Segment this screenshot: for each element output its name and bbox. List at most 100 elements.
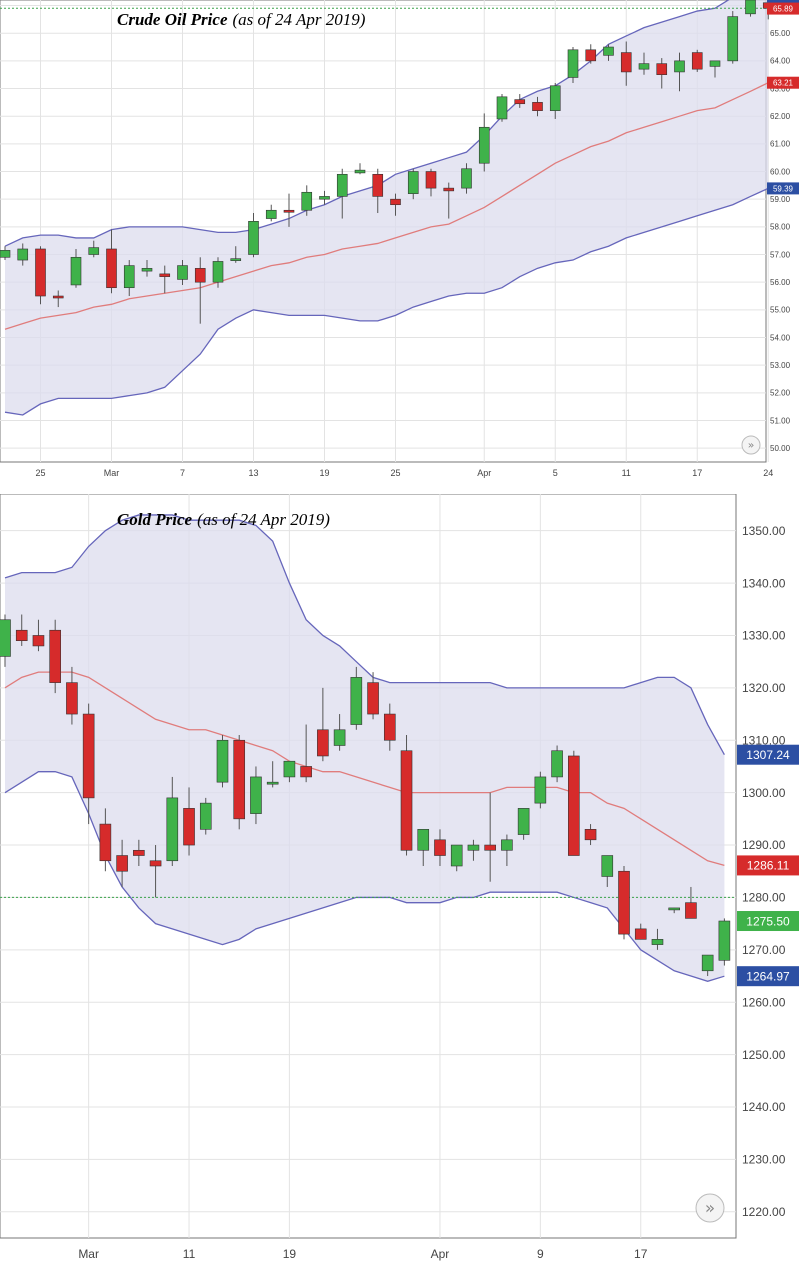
candle	[400, 735, 413, 856]
chart-title: Crude Oil Price (as of 24 Apr 2019)	[117, 10, 366, 29]
y-tick-label: 57.00	[770, 250, 791, 259]
candle-body	[549, 85, 561, 111]
candle-body	[651, 939, 664, 945]
price-tag-box	[737, 966, 799, 987]
candle-body	[501, 839, 513, 851]
candle-body	[372, 173, 384, 197]
candle-body	[123, 265, 135, 289]
y-tick-label: 1290.00	[742, 838, 786, 852]
candle-body	[15, 629, 28, 642]
x-axis: Mar 11 19 Apr 9 17	[78, 1247, 647, 1261]
price-tag: 63.21	[767, 76, 799, 89]
candle-body	[35, 248, 46, 297]
price-tag-label: 1275.50	[746, 914, 790, 928]
price-tag: 1264.97	[737, 966, 799, 987]
x-tick-label: 13	[248, 468, 258, 478]
candle	[283, 193, 295, 227]
candle	[620, 41, 632, 86]
candle-body	[350, 677, 363, 725]
candle	[123, 260, 135, 297]
candle	[718, 918, 731, 966]
candle-body	[450, 844, 463, 867]
gold-chart: Gold Price (as of 24 Apr 2019) 1220.00 123…	[0, 494, 799, 1261]
x-tick-label: 7	[180, 468, 185, 478]
candle-body	[400, 750, 413, 851]
y-tick-label: 1230.00	[742, 1153, 786, 1167]
y-tick-label: 1280.00	[742, 891, 786, 905]
candle	[177, 260, 188, 285]
scroll-right-button[interactable]: »	[741, 435, 761, 455]
scroll-right-button[interactable]: »	[695, 1193, 725, 1223]
candle-body	[230, 258, 242, 261]
candle-body	[425, 171, 437, 189]
candle	[585, 44, 597, 64]
candle-body	[336, 173, 348, 197]
candle	[372, 168, 384, 214]
price-tag-box	[737, 911, 799, 932]
candle-body	[383, 713, 396, 741]
candle-body	[333, 729, 346, 746]
candle	[283, 760, 296, 783]
chart-title-main: Crude Oil Price	[117, 10, 228, 29]
candle-body	[407, 171, 419, 194]
y-tick-label: 1220.00	[742, 1205, 786, 1219]
candle-body	[584, 829, 597, 841]
band-fill	[5, 514, 725, 982]
chart-title: Gold Price (as of 24 Apr 2019)	[117, 510, 330, 529]
candle-body	[183, 808, 195, 846]
candle-body	[551, 750, 563, 778]
candle	[166, 776, 179, 866]
price-tag: 1275.50	[737, 911, 799, 932]
y-tick-label: 1240.00	[742, 1100, 786, 1114]
candle	[0, 614, 11, 667]
candle-body	[478, 126, 490, 164]
y-tick-label: 54.00	[770, 333, 791, 342]
candle-body	[212, 261, 224, 283]
candle	[461, 163, 472, 194]
y-tick-label: 56.00	[770, 278, 791, 287]
gold-chart-panel: Gold Price (as of 24 Apr 2019) 1220.00 123…	[0, 494, 800, 1271]
candle-body	[620, 52, 632, 73]
candle	[674, 52, 685, 92]
upper-band-line	[4, 514, 725, 756]
candle-body	[266, 781, 279, 785]
candle	[301, 185, 313, 216]
candle	[601, 855, 614, 887]
candle-body	[300, 766, 312, 778]
y-tick-label: 1350.00	[742, 524, 786, 538]
candle	[333, 714, 346, 751]
y-tick-label: 59.00	[770, 195, 791, 204]
candle-body	[727, 16, 739, 62]
candle	[99, 808, 112, 872]
candles	[0, 614, 731, 977]
x-tick-label: Mar	[104, 468, 120, 478]
x-tick-label: 25	[390, 468, 400, 478]
y-tick-label: 1250.00	[742, 1048, 786, 1062]
candle	[709, 60, 721, 78]
x-tick-label: 11	[183, 1247, 196, 1261]
price-tags: 1307.24 1286.11 1275.50 1264.97	[737, 744, 799, 987]
candle-body	[52, 295, 64, 299]
x-tick-label: 19	[319, 468, 329, 478]
x-tick-label: Mar	[78, 1247, 99, 1261]
candle	[467, 839, 480, 861]
candle	[159, 265, 171, 294]
candle	[390, 193, 401, 216]
candle	[383, 703, 396, 751]
candle-body	[133, 849, 145, 856]
candle	[212, 257, 224, 288]
candle	[651, 928, 664, 950]
crude-oil-chart-panel: Crude Oil Price (as of 24 Apr 2019) 50.00…	[0, 0, 800, 486]
price-tag: 1286.11	[737, 855, 799, 876]
candle	[49, 619, 61, 694]
candle	[638, 52, 650, 75]
middle-band-line	[4, 82, 769, 330]
candle-body	[390, 198, 401, 206]
x-tick-label: 17	[634, 1247, 648, 1261]
candle	[248, 213, 259, 258]
x-tick-label: 9	[537, 1247, 544, 1261]
candle	[656, 58, 668, 89]
x-tick-label: Apr	[431, 1247, 450, 1261]
price-tag: 1307.24	[737, 744, 799, 765]
candle	[265, 204, 277, 222]
